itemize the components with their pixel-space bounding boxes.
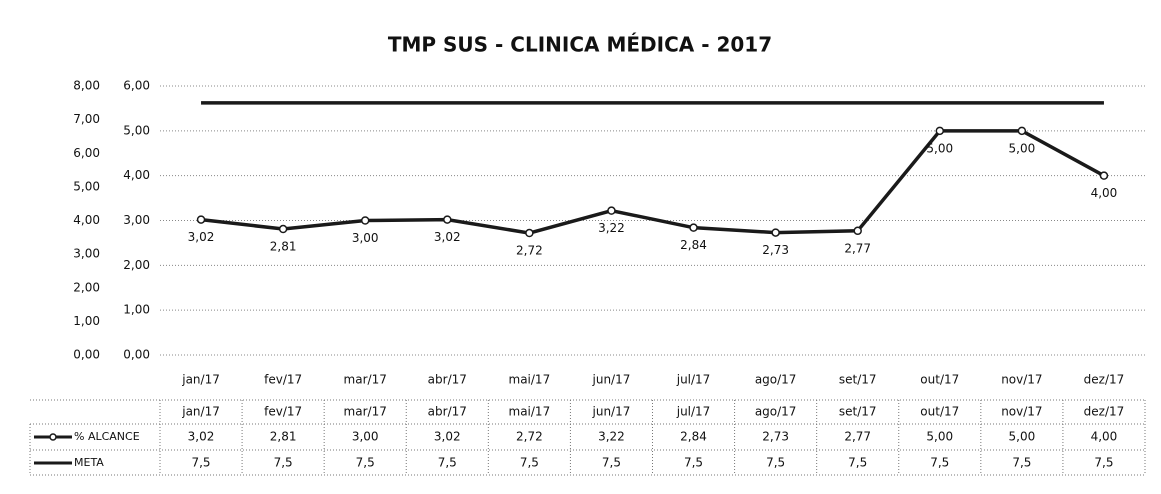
- table-value: 2,81: [270, 430, 297, 444]
- table-value: 7,5: [438, 456, 457, 470]
- table-header: abr/17: [428, 405, 467, 419]
- data-label: 3,00: [352, 231, 379, 245]
- table-value: 3,02: [434, 430, 461, 444]
- x-tick-label: jan/17: [181, 373, 220, 387]
- table-value: 7,5: [1094, 456, 1113, 470]
- table-value: 7,5: [930, 456, 949, 470]
- y-tick-label: 6,00: [123, 79, 150, 93]
- table-value: 2,72: [516, 430, 543, 444]
- y2-tick-label: 2,00: [73, 280, 100, 294]
- data-label: 4,00: [1091, 186, 1118, 200]
- data-label: 2,81: [270, 240, 297, 254]
- table-value: 7,5: [684, 456, 703, 470]
- table-value: 7,5: [274, 456, 293, 470]
- table-header: nov/17: [1001, 405, 1042, 419]
- data-label: 2,77: [844, 241, 871, 255]
- table-value: 3,02: [188, 430, 215, 444]
- table-header: jun/17: [592, 405, 631, 419]
- table-header: jan/17: [181, 405, 220, 419]
- y-tick-label: 1,00: [123, 303, 150, 317]
- point-marker: [607, 206, 616, 215]
- point-marker: [1017, 126, 1027, 136]
- data-label: 5,00: [926, 141, 953, 155]
- legend-marker: [49, 433, 57, 441]
- point-marker: [360, 216, 370, 225]
- x-tick-label: jul/17: [676, 373, 711, 387]
- table-header: ago/17: [755, 405, 797, 419]
- table-value: 7,5: [191, 456, 210, 470]
- table-header: out/17: [920, 405, 959, 419]
- y-tick-label: 0,00: [123, 348, 150, 362]
- y2-tick-label: 6,00: [73, 146, 100, 160]
- table-header: fev/17: [264, 405, 302, 419]
- x-tick-label: nov/17: [1001, 373, 1042, 387]
- table-value: 5,00: [1009, 430, 1036, 444]
- legend-label: META: [74, 456, 104, 469]
- y2-tick-label: 4,00: [73, 213, 100, 227]
- table-value: 4,00: [1091, 430, 1118, 444]
- point-marker: [525, 228, 534, 238]
- point-marker: [935, 126, 945, 136]
- table-value: 7,5: [766, 456, 785, 470]
- table-value: 2,73: [762, 430, 789, 444]
- x-tick-label: ago/17: [755, 373, 797, 387]
- x-tick-label: abr/17: [428, 373, 467, 387]
- data-label: 3,22: [598, 221, 625, 235]
- point-marker: [443, 215, 452, 224]
- table-value: 2,77: [844, 430, 871, 444]
- data-label: 2,84: [680, 238, 707, 252]
- table-value: 3,00: [352, 430, 379, 444]
- x-tick-label: mai/17: [509, 373, 551, 387]
- table-value: 7,5: [520, 456, 539, 470]
- point-marker: [689, 223, 698, 232]
- y2-tick-label: 3,00: [73, 247, 100, 261]
- data-label: 3,02: [188, 230, 215, 244]
- y2-tick-label: 0,00: [73, 348, 100, 362]
- y-tick-label: 4,00: [123, 168, 150, 182]
- table-header: mai/17: [509, 405, 551, 419]
- data-label: 5,00: [1009, 141, 1036, 155]
- legend-label: % ALCANCE: [74, 430, 140, 443]
- table-header: dez/17: [1084, 405, 1125, 419]
- table-value: 3,22: [598, 430, 625, 444]
- point-marker: [1099, 171, 1109, 180]
- x-tick-label: out/17: [920, 373, 959, 387]
- x-tick-label: jun/17: [592, 373, 631, 387]
- y2-tick-label: 8,00: [73, 79, 100, 93]
- y-tick-label: 3,00: [123, 213, 150, 227]
- x-tick-label: set/17: [839, 373, 877, 387]
- chart-title: TMP SUS - CLINICA MÉDICA - 2017: [388, 33, 772, 57]
- table-header: jul/17: [676, 405, 711, 419]
- data-label: 2,73: [762, 243, 789, 257]
- table-value: 2,84: [680, 430, 707, 444]
- y2-tick-label: 7,00: [73, 112, 100, 126]
- y-tick-label: 5,00: [123, 123, 150, 137]
- table-value: 5,00: [926, 430, 953, 444]
- table-header: set/17: [839, 405, 877, 419]
- y2-tick-label: 5,00: [73, 179, 100, 193]
- data-label: 3,02: [434, 230, 461, 244]
- table-header: mar/17: [344, 405, 387, 419]
- point-marker: [771, 228, 780, 237]
- x-tick-label: dez/17: [1084, 373, 1125, 387]
- data-label: 2,72: [516, 244, 543, 258]
- point-marker: [278, 224, 288, 234]
- table-value: 7,5: [602, 456, 621, 470]
- y-tick-label: 2,00: [123, 258, 150, 272]
- point-marker: [853, 226, 862, 236]
- table-value: 7,5: [848, 456, 867, 470]
- series-line: [200, 129, 1105, 235]
- table-value: 7,5: [1012, 456, 1031, 470]
- x-tick-label: fev/17: [264, 373, 302, 387]
- y2-tick-label: 1,00: [73, 314, 100, 328]
- x-tick-label: mar/17: [344, 373, 387, 387]
- table-value: 7,5: [356, 456, 375, 470]
- point-marker: [196, 215, 206, 224]
